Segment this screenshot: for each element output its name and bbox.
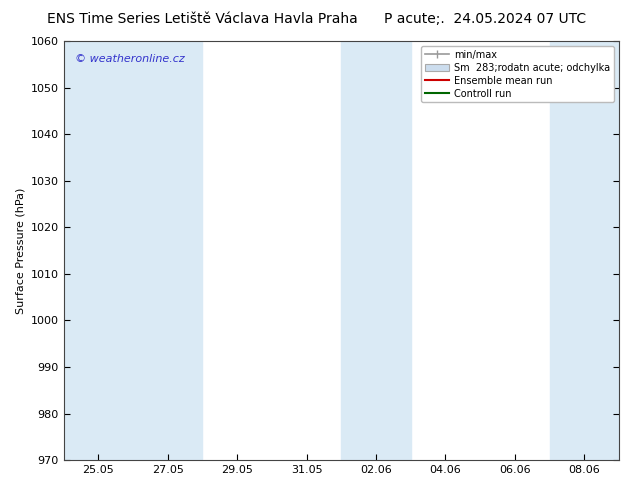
Y-axis label: Surface Pressure (hPa): Surface Pressure (hPa) <box>15 187 25 314</box>
Legend: min/max, Sm  283;rodatn acute; odchylka, Ensemble mean run, Controll run: min/max, Sm 283;rodatn acute; odchylka, … <box>421 46 614 102</box>
Bar <box>63 41 133 460</box>
Text: © weatheronline.cz: © weatheronline.cz <box>75 53 184 64</box>
Bar <box>550 41 619 460</box>
Text: ENS Time Series Letiště Václava Havla Praha      P acute;.  24.05.2024 07 UTC: ENS Time Series Letiště Václava Havla Pr… <box>48 12 586 26</box>
Bar <box>133 41 202 460</box>
Bar <box>341 41 411 460</box>
